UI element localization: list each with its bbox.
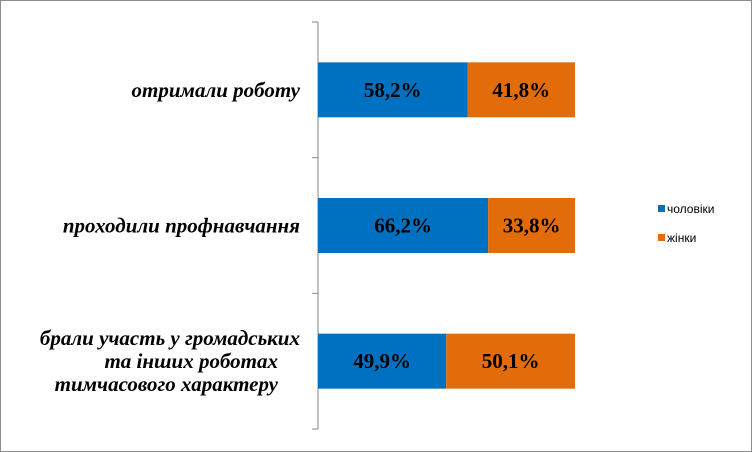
category-label-line: отримали роботу: [132, 78, 301, 102]
category-label-line: та інших роботах: [104, 349, 278, 373]
bar-women: [446, 333, 575, 389]
legend-label: чоловіки: [667, 202, 714, 216]
data-label: 66,2%: [374, 214, 432, 238]
legend-label: жінки: [667, 231, 696, 245]
category-label-line: проходили профнавчання: [63, 214, 300, 238]
data-label: 33,8%: [503, 214, 561, 238]
bar-men: [318, 198, 489, 253]
data-label: 49,9%: [353, 349, 411, 373]
bar-women: [488, 198, 575, 253]
bar-men: [318, 62, 468, 118]
legend-swatch-women: [658, 234, 665, 241]
category-label: отримали роботу: [132, 78, 301, 102]
data-label: 58,2%: [364, 78, 422, 102]
category-label: брали участь у громадських та інших робот…: [40, 326, 300, 396]
category-label: проходили профнавчання: [63, 214, 300, 238]
data-label: 41,8%: [492, 78, 550, 102]
category-label-line: тимчасового характеру: [55, 372, 279, 396]
legend-swatch-men: [658, 205, 665, 212]
bar-men: [318, 333, 447, 389]
data-label: 50,1%: [482, 349, 540, 373]
category-label-line: брали участь у громадських: [40, 326, 300, 350]
bar-women: [467, 62, 575, 118]
